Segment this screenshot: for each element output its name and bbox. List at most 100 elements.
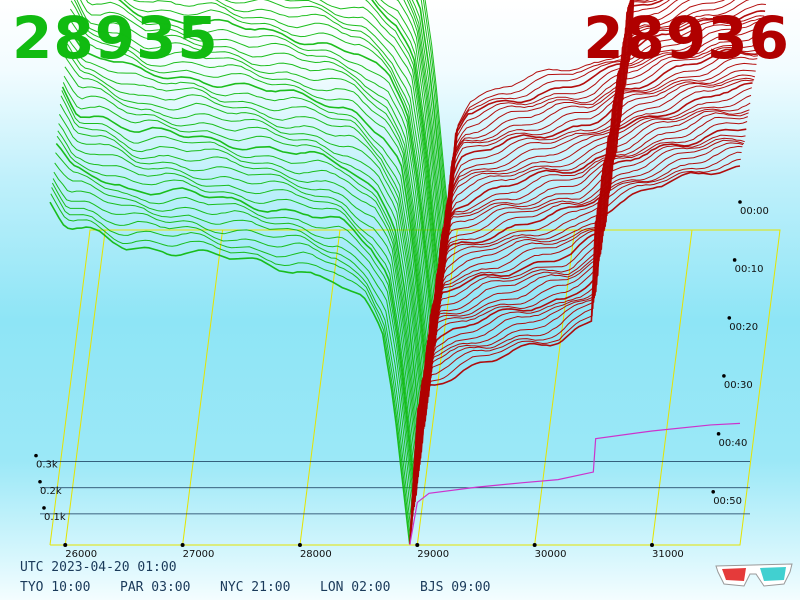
ask-depth-line: [425, 62, 757, 416]
clock-lon: LON 02:00: [320, 580, 391, 595]
ask-depth-line: [447, 0, 634, 239]
time-tick-label: 00:10: [735, 264, 764, 275]
ask-depth-line: [419, 102, 751, 465]
bid-depth-line: [76, 0, 433, 365]
bid-depth-line: [70, 0, 432, 379]
bid-depth-line: [68, 29, 430, 397]
ask-depth-line: [410, 151, 742, 533]
bid-depth-line: [224, 0, 439, 321]
ask-depth-line: [439, 0, 679, 311]
3d-glasses-icon[interactable]: [714, 560, 794, 590]
bid-depth-line: [54, 162, 415, 508]
bid-depth-line: [49, 201, 411, 545]
ask-depth-line: [427, 48, 759, 397]
bid-depth-line: [61, 86, 423, 444]
bid-depth-line: [69, 18, 430, 391]
ask-depth-line: [415, 128, 747, 496]
price-gridline: [651, 229, 693, 546]
bid-depth-line: [63, 75, 425, 430]
price-tick-marker: [297, 543, 302, 547]
size-tick-marker: [34, 453, 38, 458]
price-tick-label: 29000: [417, 549, 449, 560]
price-gridline: [534, 229, 576, 546]
clock-bjs: BJS 09:00: [420, 580, 491, 595]
bid-depth-line: [132, 0, 437, 336]
ask-depth-line: [440, 0, 664, 298]
ask-depth-line: [437, 0, 726, 321]
bid-depth-line: [53, 171, 415, 511]
ask-depth-line: [429, 40, 761, 385]
price-tick-label: 28000: [300, 549, 332, 560]
ask-depth-line: [431, 25, 763, 373]
ask-depth-line: [443, 0, 633, 278]
ask-depth-line: [439, 0, 670, 305]
bid-depth-line: [59, 103, 421, 465]
bid-depth-line: [57, 130, 418, 484]
clock-tyo: TYO 10:00: [20, 580, 91, 595]
chart-grid: [40, 229, 781, 546]
ask-depth-line: [449, 0, 635, 231]
price-tick-marker: [532, 543, 537, 547]
floor-outline: [49, 229, 781, 546]
bid-depth-line: [374, 0, 443, 292]
ask-depth-line: [410, 158, 741, 539]
ask-depth-line: [413, 139, 745, 511]
ask-depth-line: [436, 0, 736, 328]
bid-depth-line: [61, 90, 422, 453]
bid-depth-line: [52, 178, 414, 517]
ask-depth-line: [414, 134, 746, 502]
time-tick-marker: [727, 316, 732, 320]
bid-depth-line: [51, 187, 412, 533]
time-tick-label: 00:30: [724, 380, 753, 391]
ask-depth-line: [448, 0, 634, 236]
ask-depth-line: [432, 20, 763, 365]
ask-depth-line: [412, 142, 744, 517]
size-tick-marker: [42, 506, 46, 510]
bid-depth-line: [58, 114, 420, 471]
time-tick-label: 00:00: [740, 206, 769, 217]
ask-depth-line: [436, 0, 750, 336]
ask-depth-line: [427, 52, 759, 403]
size-tick-marker: [38, 479, 42, 484]
ask-depth-line: [442, 0, 651, 285]
ask-depth-line: [416, 121, 748, 490]
bid-depth-line: [55, 142, 417, 496]
price-tick-label: 30000: [535, 549, 567, 560]
ask-depth-line: [438, 0, 691, 317]
ask-depth-line: [426, 56, 758, 410]
price-tick-marker: [649, 543, 654, 547]
bid-depth-line: [73, 0, 433, 373]
clock-nyc: NYC 21:00: [220, 580, 291, 595]
bid-depth-line: [365, 0, 441, 305]
ask-depth-line: [424, 74, 756, 427]
ask-depth-line: [430, 32, 762, 379]
bid-depth-line: [118, 0, 436, 347]
price-tick-label: 26000: [65, 549, 97, 560]
ask-depth-line: [446, 0, 633, 245]
bid-depth-line: [214, 0, 438, 328]
ask-depth-line: [428, 46, 760, 391]
time-tick-marker: [722, 374, 726, 378]
clock-par: PAR 03:00: [120, 580, 191, 595]
ask-depth-line: [414, 137, 745, 508]
ask-depth-line: [434, 10, 766, 347]
bid-depth-line: [67, 38, 429, 403]
price-tick-marker: [415, 543, 420, 547]
time-tick-label: 00:20: [729, 322, 758, 333]
ask-depth-line: [417, 116, 748, 484]
ask-depth-line: [409, 165, 741, 545]
ask-depth-line: [446, 0, 633, 253]
bid-depth-line: [69, 8, 431, 385]
price-tick-label: 27000: [183, 549, 215, 560]
bid-depth-line: [58, 123, 419, 478]
front-outline: [409, 422, 741, 546]
bid-depth-line: [123, 0, 437, 342]
ask-depth-line: [435, 3, 766, 342]
bid-depth-line: [85, 0, 435, 350]
size-tick-label: 0.1k: [44, 512, 66, 523]
bid-depth-line: [65, 57, 426, 422]
ask-depth-line: [420, 94, 752, 459]
bid-depth-line: [371, 0, 442, 298]
ask-depth-line: [432, 17, 764, 356]
